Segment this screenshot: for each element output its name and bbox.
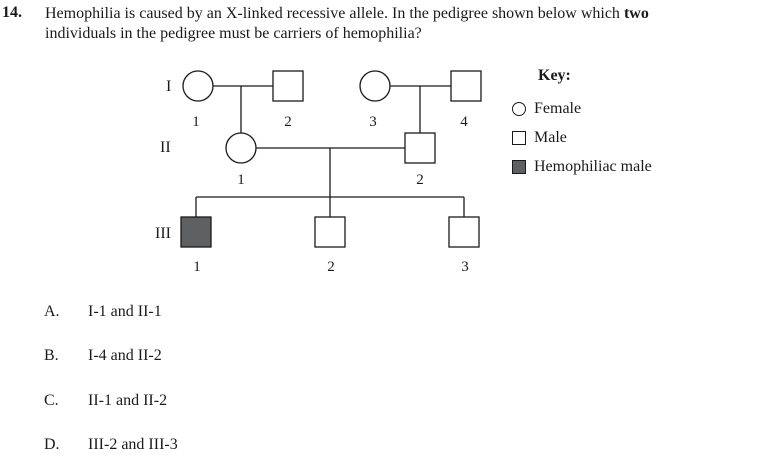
individual-III-2	[314, 216, 346, 248]
key-title: Key:	[538, 67, 571, 84]
individual-number-II-1: 1	[237, 172, 245, 188]
individual-number-III-2: 2	[327, 259, 335, 275]
individual-II-1	[225, 132, 257, 164]
generation-label-II: II	[160, 139, 171, 156]
question-text-line2: individuals in the pedigree must be carr…	[45, 25, 422, 42]
option-letter: B.	[44, 347, 59, 364]
generation-label-III: III	[155, 225, 171, 242]
question-text-start: Hemophilia is caused by an X-linked rece…	[45, 5, 624, 22]
individual-III-1	[180, 216, 212, 248]
generation-label-I: I	[166, 78, 171, 95]
question-text-bold: two	[623, 5, 649, 22]
option-letter: D.	[44, 436, 60, 453]
question-number: 14.	[2, 4, 22, 21]
question-text-line1: Hemophilia is caused by an X-linked rece…	[45, 4, 781, 24]
option-letter: C.	[44, 392, 59, 409]
option-text: I-1 and II-1	[88, 303, 162, 320]
key-item-female: Female	[512, 100, 581, 118]
option-d[interactable]: D. III-2 and III-3	[44, 436, 178, 454]
option-text: II-1 and II-2	[88, 392, 168, 409]
option-text: I-4 and II-2	[88, 347, 162, 364]
circle-icon	[512, 102, 526, 116]
filled-square-icon	[512, 160, 526, 174]
key-label-female: Female	[534, 100, 582, 117]
individual-I-3	[359, 70, 391, 102]
individual-number-I-1: 1	[192, 114, 200, 130]
key-label-hemophiliac-male: Hemophiliac male	[534, 158, 652, 175]
individual-III-3	[448, 216, 480, 248]
individual-II-2	[404, 132, 436, 164]
individual-number-III-3: 3	[461, 259, 469, 275]
individual-number-II-2: 2	[416, 172, 424, 188]
key-item-male: Male	[512, 129, 567, 147]
key-label-male: Male	[534, 129, 567, 146]
square-icon	[512, 131, 526, 145]
key-item-hemophiliac-male: Hemophiliac male	[512, 158, 652, 176]
option-a[interactable]: A. I-1 and II-1	[44, 303, 162, 321]
individual-number-III-1: 1	[193, 259, 201, 275]
individual-I-4	[450, 70, 482, 102]
individual-I-1	[182, 70, 214, 102]
individual-number-I-3: 3	[369, 114, 377, 130]
option-text: III-2 and III-3	[88, 436, 178, 453]
individual-I-2	[272, 70, 304, 102]
option-b[interactable]: B. I-4 and II-2	[44, 347, 162, 365]
individual-number-I-4: 4	[460, 114, 468, 130]
option-c[interactable]: C. II-1 and II-2	[44, 392, 167, 410]
individual-number-I-2: 2	[284, 114, 292, 130]
option-letter: A.	[44, 303, 60, 320]
